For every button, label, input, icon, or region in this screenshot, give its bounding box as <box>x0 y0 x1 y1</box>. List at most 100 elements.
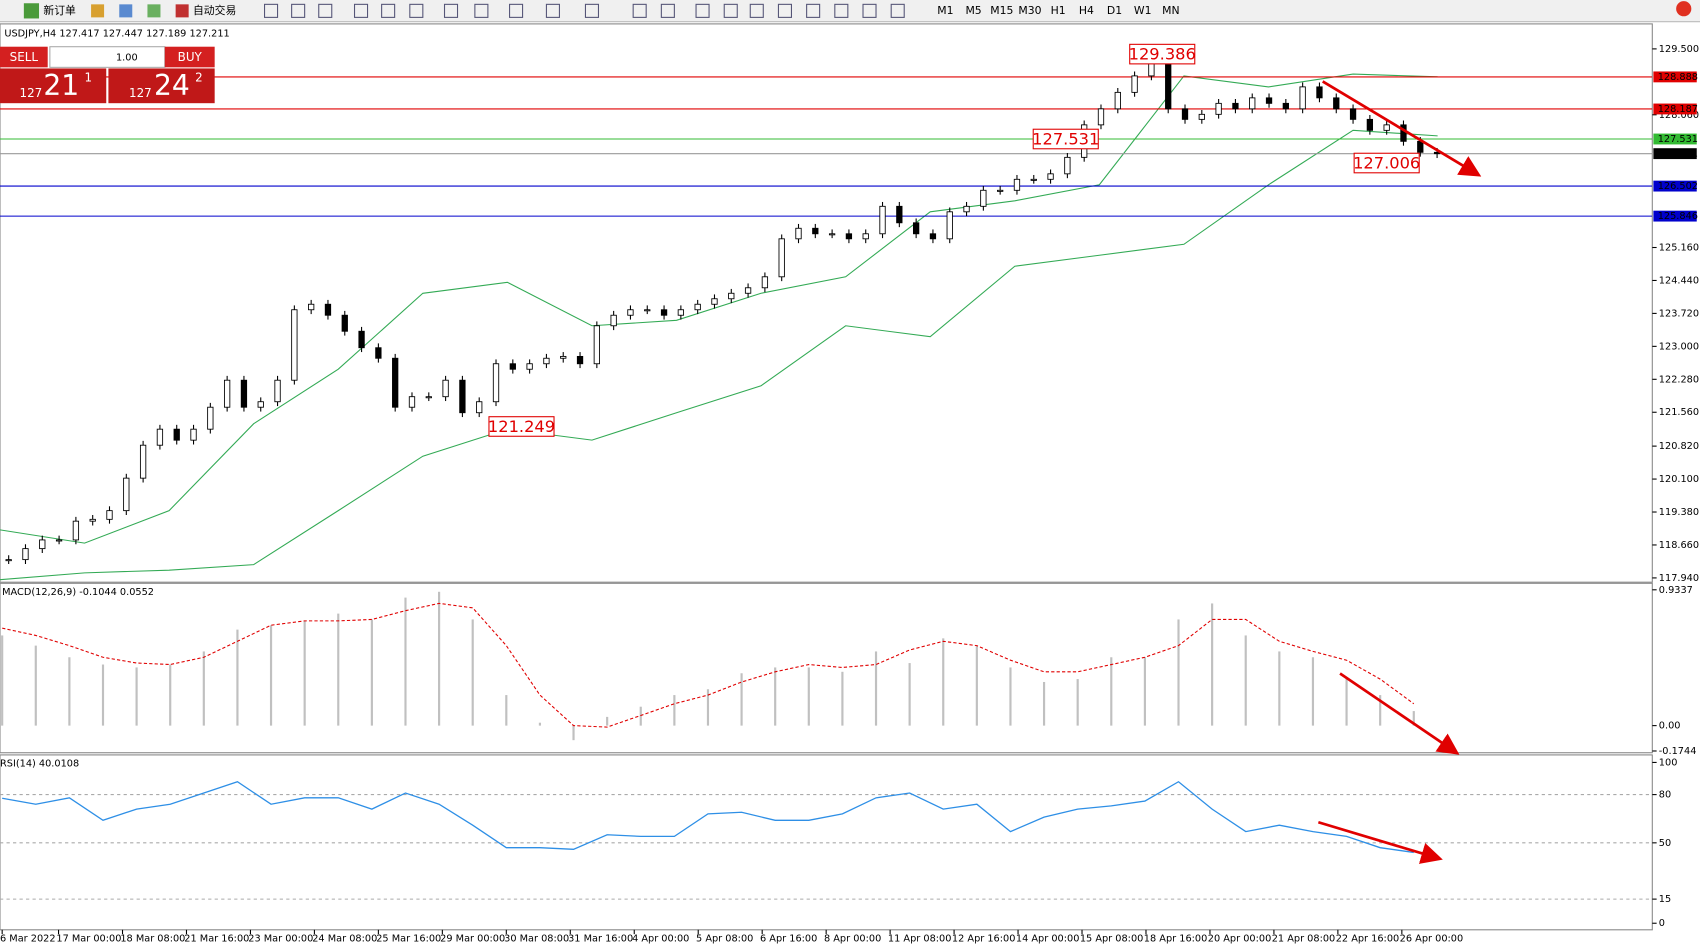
candle-body <box>627 309 634 316</box>
candle-body <box>912 222 920 235</box>
macd-bar <box>1143 657 1146 726</box>
toolbar-icon[interactable] <box>777 3 792 18</box>
macd-bar <box>774 667 777 726</box>
candle-body <box>576 355 584 365</box>
lots-field[interactable] <box>49 46 166 68</box>
auto-trading-icon[interactable] <box>175 4 189 18</box>
time-label: 21 Apr 08:00 <box>1272 933 1336 944</box>
toolbar-icon[interactable] <box>119 4 133 18</box>
price-annotation-box <box>1129 43 1196 65</box>
candle-body <box>711 298 718 305</box>
sell-price-box[interactable] <box>0 68 107 104</box>
timeframe-button[interactable]: M1 <box>937 4 953 17</box>
candle-body <box>1114 91 1121 110</box>
toolbar-icon[interactable] <box>381 3 396 18</box>
toolbar-icon[interactable] <box>632 3 647 18</box>
candle-body <box>660 309 668 316</box>
time-label: 11 Apr 08:00 <box>888 933 952 944</box>
candle-body <box>1131 75 1138 93</box>
time-label: 17 Mar 00:00 <box>56 933 121 944</box>
candle-body <box>291 309 298 381</box>
candle-body <box>593 325 600 365</box>
price-level-label: 128.187 <box>1658 104 1698 115</box>
timeframe-button[interactable]: M15 <box>990 4 1013 17</box>
trend-arrow <box>1322 80 1482 177</box>
toolbar-icon[interactable] <box>509 3 524 18</box>
new-order-button[interactable]: 新订单 <box>43 3 76 17</box>
candle-body <box>728 292 735 300</box>
candle-body <box>324 303 332 316</box>
new-order-icon[interactable] <box>23 3 40 19</box>
time-label: 25 Mar 16:00 <box>376 933 441 944</box>
timeframe-button[interactable]: W1 <box>1134 4 1152 17</box>
toolbar-icon[interactable] <box>584 3 600 18</box>
toolbar-icon[interactable] <box>545 3 560 18</box>
candle-body <box>375 347 382 359</box>
candle-body <box>1232 102 1239 110</box>
sell-price-big: 127 <box>20 86 43 100</box>
candle-body <box>963 205 970 213</box>
y-tick-label: 0 <box>1659 918 1665 929</box>
toolbar-icon[interactable] <box>749 3 764 18</box>
timeframe-button[interactable]: H4 <box>1079 4 1094 17</box>
macd-bar <box>706 689 710 726</box>
axes: 129.500 128.060 125.160 124.440 123.720 123.0… <box>0 44 1699 945</box>
macd-bar <box>1009 667 1012 726</box>
toolbar-icon[interactable] <box>443 3 459 18</box>
macd-bar <box>337 613 340 726</box>
y-tick-label: 121.560 <box>1659 407 1699 418</box>
timeframe-button[interactable]: MN <box>1162 4 1179 17</box>
sell-label[interactable]: SELL <box>10 50 39 64</box>
y-tick-label: 117.940 <box>1659 573 1699 584</box>
toolbar-icon[interactable] <box>660 3 675 18</box>
candle-body <box>778 238 785 278</box>
toolbar-icon[interactable] <box>291 3 306 18</box>
toolbar-icon[interactable] <box>834 3 849 18</box>
macd-bar <box>169 664 172 726</box>
toolbar-icon[interactable] <box>409 3 424 18</box>
price-level-tag <box>1653 210 1697 222</box>
candle-body <box>1181 108 1189 120</box>
macd-bar <box>942 638 945 726</box>
time-label: 12 Apr 16:00 <box>952 933 1016 944</box>
toolbar-icon[interactable] <box>723 3 738 18</box>
time-label: 8 Apr 00:00 <box>824 933 881 944</box>
macd-bar <box>404 597 407 726</box>
y-tick-label: 125.160 <box>1659 243 1699 254</box>
notification[interactable] <box>1676 1 1692 17</box>
buy-price-box[interactable] <box>108 68 215 104</box>
price-level-tag <box>1653 148 1697 160</box>
buy-label[interactable]: BUY <box>178 50 203 64</box>
toolbar-icon[interactable] <box>695 3 710 18</box>
timeframe-button[interactable]: M5 <box>965 4 981 17</box>
toolbar-icon[interactable] <box>318 3 333 18</box>
y-tick-label: 123.000 <box>1659 341 1699 352</box>
toolbar-icon[interactable] <box>353 3 369 18</box>
timeframe-button[interactable]: H1 <box>1051 4 1066 17</box>
candle-body <box>694 303 701 311</box>
toolbar-icon[interactable] <box>890 3 905 18</box>
auto-trading-button[interactable]: 自动交易 <box>193 3 236 17</box>
candle-body <box>257 401 264 408</box>
candle-body <box>795 227 802 240</box>
candle-body <box>1165 59 1172 110</box>
sell-button[interactable] <box>0 46 48 68</box>
timeframe-button[interactable]: D1 <box>1107 4 1122 17</box>
candle-body <box>190 428 197 441</box>
candle-body <box>1064 156 1071 175</box>
toolbar-icon[interactable] <box>862 3 877 18</box>
macd-bar <box>101 664 105 726</box>
macd-bar <box>505 695 508 726</box>
time-label: 30 Mar 08:00 <box>504 933 569 944</box>
y-tick-label: 80 <box>1659 790 1671 801</box>
macd-bar <box>874 651 878 726</box>
timeframe-button[interactable]: M30 <box>1018 4 1041 17</box>
toolbar-icon[interactable] <box>474 3 489 18</box>
toolbar-icon[interactable] <box>147 4 161 18</box>
toolbar-icon[interactable] <box>263 3 279 18</box>
buy-price-point: 2 <box>195 71 203 85</box>
toolbar-icon[interactable] <box>806 3 821 18</box>
buy-button[interactable] <box>164 46 215 68</box>
toolbar-icon[interactable] <box>91 4 105 18</box>
